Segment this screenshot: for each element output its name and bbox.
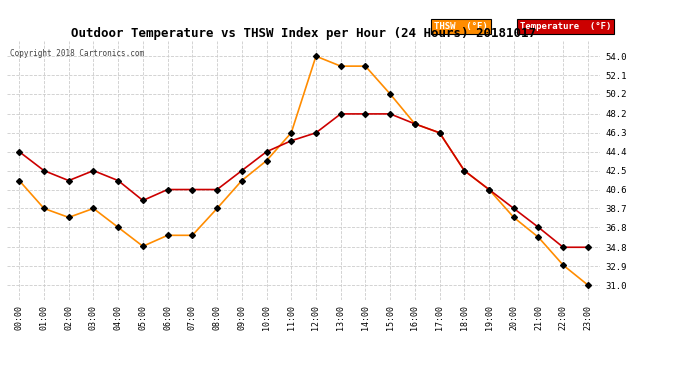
Text: Temperature  (°F): Temperature (°F)	[520, 22, 611, 31]
Text: Copyright 2018 Cartronics.com: Copyright 2018 Cartronics.com	[10, 49, 144, 58]
Title: Outdoor Temperature vs THSW Index per Hour (24 Hours) 20181017: Outdoor Temperature vs THSW Index per Ho…	[71, 27, 536, 40]
Text: THSW  (°F): THSW (°F)	[434, 22, 488, 31]
